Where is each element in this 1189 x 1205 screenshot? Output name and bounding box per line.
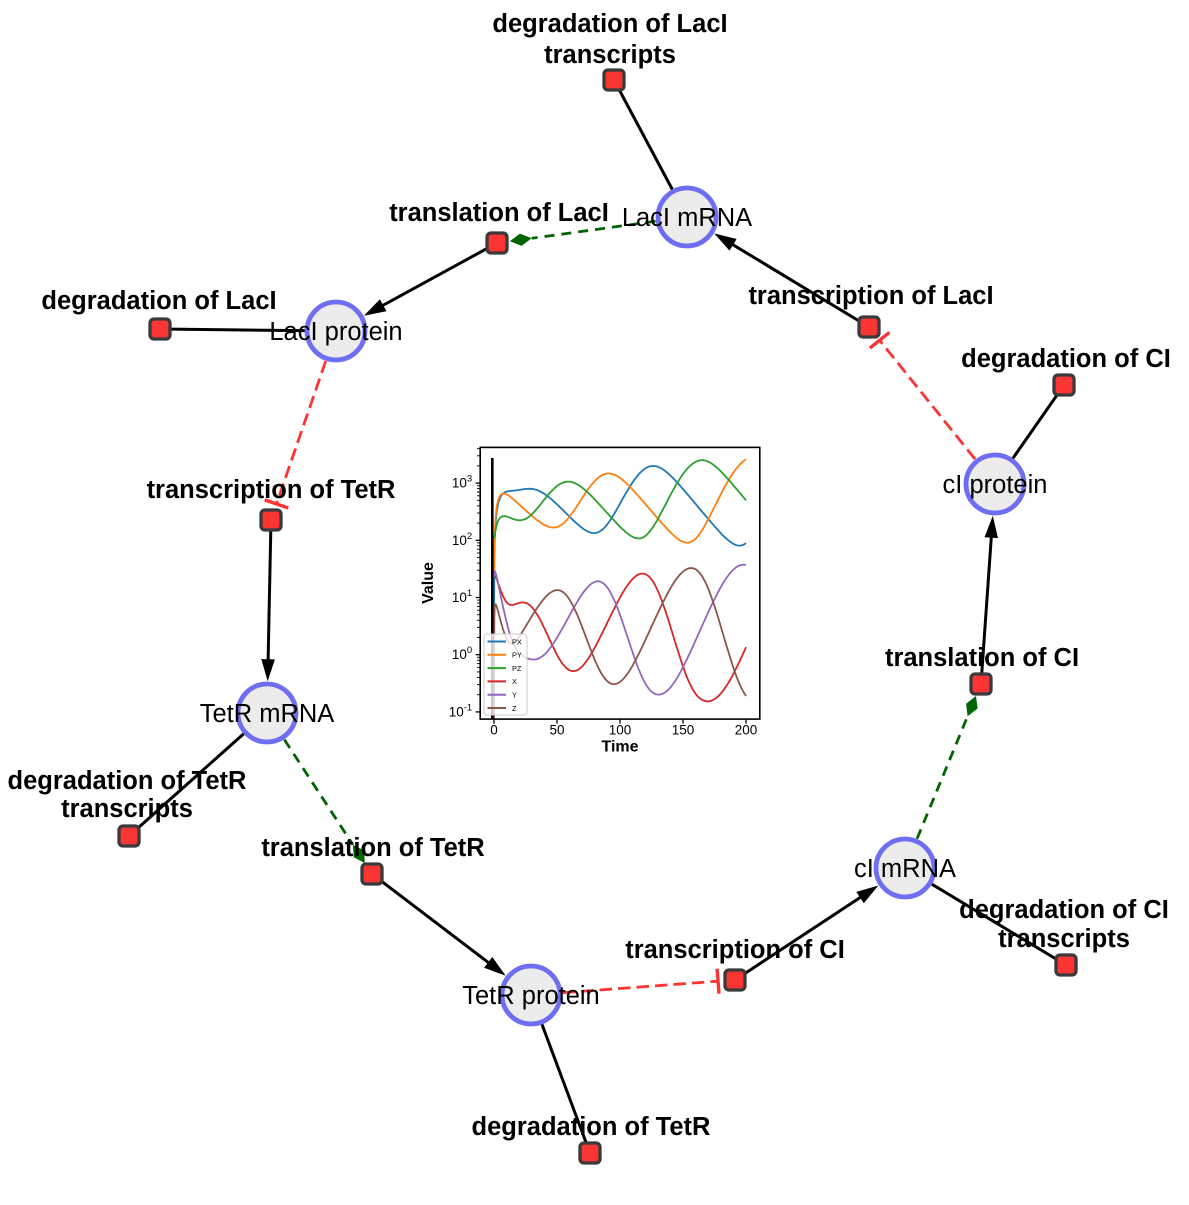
- svg-text:transcripts: transcripts: [998, 925, 1130, 953]
- svg-text:transcription of LacI: transcription of LacI: [748, 282, 993, 310]
- svg-text:transcription of TetR: transcription of TetR: [147, 476, 396, 504]
- svg-text:cI protein: cI protein: [943, 471, 1048, 499]
- svg-text:cI mRNA: cI mRNA: [854, 855, 956, 883]
- svg-text:LacI protein: LacI protein: [269, 318, 402, 346]
- svg-text:PX: PX: [512, 637, 522, 646]
- svg-text:translation of TetR: translation of TetR: [261, 834, 484, 862]
- svg-text:degradation of CI: degradation of CI: [961, 345, 1171, 373]
- svg-text:150: 150: [672, 722, 695, 737]
- svg-text:50: 50: [549, 722, 564, 737]
- svg-text:PY: PY: [512, 651, 522, 660]
- svg-text:100: 100: [609, 722, 632, 737]
- svg-text:transcripts: transcripts: [61, 795, 193, 823]
- svg-text:degradation of LacI: degradation of LacI: [492, 10, 727, 38]
- svg-text:Time: Time: [601, 739, 638, 756]
- svg-text:0: 0: [490, 722, 498, 737]
- svg-text:degradation of TetR: degradation of TetR: [8, 767, 247, 795]
- svg-text:degradation of CI: degradation of CI: [959, 896, 1169, 924]
- svg-text:X: X: [512, 677, 517, 686]
- svg-text:translation of CI: translation of CI: [885, 644, 1079, 672]
- svg-text:translation of LacI: translation of LacI: [389, 199, 609, 227]
- svg-text:transcripts: transcripts: [544, 41, 676, 69]
- svg-text:degradation of TetR: degradation of TetR: [472, 1113, 711, 1141]
- svg-text:Y: Y: [512, 691, 517, 700]
- svg-text:200: 200: [735, 722, 758, 737]
- svg-text:transcription of CI: transcription of CI: [625, 936, 845, 964]
- svg-text:LacI mRNA: LacI mRNA: [622, 204, 752, 232]
- svg-text:PZ: PZ: [512, 664, 522, 673]
- svg-text:Z: Z: [512, 704, 517, 713]
- svg-text:degradation of LacI: degradation of LacI: [41, 287, 276, 315]
- svg-text:Value: Value: [420, 562, 437, 604]
- svg-text:TetR protein: TetR protein: [462, 982, 600, 1010]
- svg-text:TetR mRNA: TetR mRNA: [200, 700, 335, 728]
